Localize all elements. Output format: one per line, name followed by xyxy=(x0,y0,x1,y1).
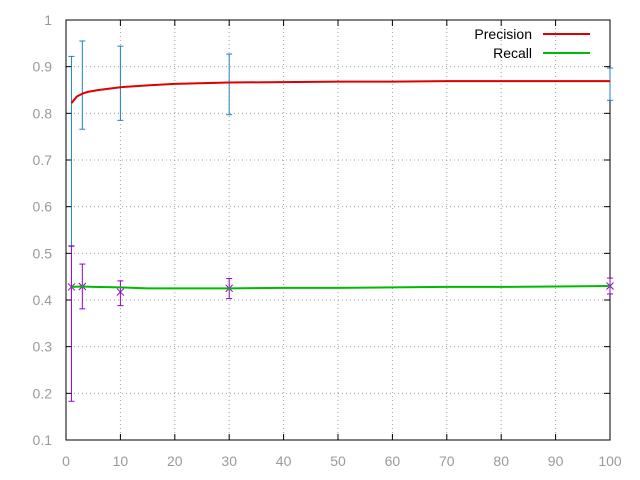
y-tick-label: 0.3 xyxy=(33,339,53,355)
error-bar xyxy=(226,53,233,116)
x-tick-label: 20 xyxy=(167,453,183,469)
grid xyxy=(66,20,610,440)
plot-border xyxy=(65,19,611,441)
x-tick-label: 40 xyxy=(276,453,292,469)
point-marker xyxy=(67,283,76,291)
y-tick-label: 0.5 xyxy=(33,245,53,261)
y-tick-label: 1 xyxy=(44,12,52,28)
legend-label: Precision xyxy=(474,26,532,42)
y-tick-label: 0.6 xyxy=(33,199,53,215)
error-bar xyxy=(117,45,124,121)
error-bar xyxy=(67,245,76,402)
legend-label: Recall xyxy=(493,45,532,61)
x-tick-label: 10 xyxy=(113,453,129,469)
x-tick-label: 100 xyxy=(598,453,622,469)
x-tick-label: 50 xyxy=(330,453,346,469)
point-marker xyxy=(116,288,125,296)
legend-item-precision: Precision xyxy=(474,26,590,42)
error-bar xyxy=(79,40,86,130)
x-tick-label: 30 xyxy=(221,453,237,469)
error-bar xyxy=(116,280,125,307)
y-tick-label: 0.8 xyxy=(33,105,53,121)
series-precision xyxy=(68,40,613,247)
error-bar xyxy=(68,55,75,247)
series-layer xyxy=(67,40,614,402)
series-line-precision xyxy=(70,80,610,104)
legend-item-recall: Recall xyxy=(493,45,590,61)
x-tick-label: 70 xyxy=(439,453,455,469)
x-tick-label: 80 xyxy=(493,453,509,469)
x-tick-label: 90 xyxy=(548,453,564,469)
y-tick-label: 0.7 xyxy=(33,152,53,168)
series-line-recall xyxy=(71,285,611,290)
y-tick-label: 0.1 xyxy=(33,432,53,448)
y-tick-label: 0.4 xyxy=(33,292,53,308)
x-tick-label: 0 xyxy=(62,453,70,469)
x-tick-label: 60 xyxy=(385,453,401,469)
series-recall xyxy=(67,245,614,402)
y-tick-label: 0.9 xyxy=(33,59,53,75)
error-bar xyxy=(607,67,613,101)
y-tick-label: 0.2 xyxy=(33,385,53,401)
legend: Precision Recall xyxy=(474,26,590,61)
axes: 0 10 20 30 40 50 60 70 80 90 100 0.1 0.2 0.3 0.4 0.5 0.6… xyxy=(33,12,622,469)
